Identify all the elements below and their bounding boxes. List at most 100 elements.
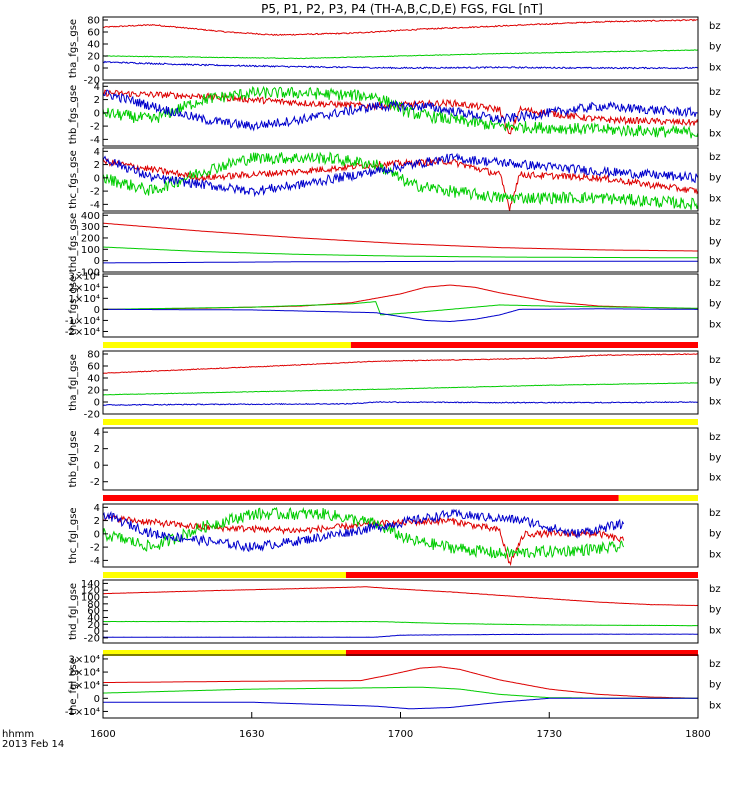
- status-bar-segment: [345, 572, 698, 578]
- y-axis-label: thb_fgl_gse: [68, 431, 79, 488]
- y-tick-label: 60: [87, 606, 100, 617]
- legend-bx: bx: [709, 319, 721, 330]
- panel-frame: [102, 16, 699, 81]
- y-tick-label: 2×10⁴: [69, 668, 100, 679]
- y-tick-label: 40: [87, 374, 100, 385]
- legend-bx: bx: [709, 193, 721, 204]
- figure-title: P5, P1, P2, P3, P4 (TH-A,B,C,D,E) FGS, F…: [261, 2, 543, 16]
- x-axis-row2-label: 2013 Feb 14: [2, 739, 64, 750]
- y-tick-label: 0: [94, 305, 100, 316]
- y-tick-label: 60: [87, 28, 100, 39]
- y-tick-label: 0: [94, 398, 100, 409]
- y-tick-label: 120: [81, 586, 100, 597]
- y-tick-label: 80: [87, 599, 100, 610]
- y-axis-label: thd_fgs_gse: [68, 213, 79, 272]
- legend-by: by: [709, 452, 721, 463]
- y-axis-label: thc_fgs_gse: [68, 150, 79, 209]
- legend-bz: bz: [709, 87, 721, 98]
- series-line-by: [103, 382, 698, 396]
- legend-bz: bz: [709, 508, 721, 519]
- y-tick-label: 300: [81, 222, 100, 233]
- y-tick-label: -2: [90, 543, 100, 554]
- y-tick-label: -2: [90, 122, 100, 133]
- y-tick-label: 0: [94, 461, 100, 472]
- legend-by: by: [709, 299, 721, 310]
- legend-by: by: [709, 680, 721, 691]
- legend-by: by: [709, 376, 721, 387]
- series-line-bz: [103, 157, 698, 211]
- y-tick-label: 0: [94, 173, 100, 184]
- status-bar-segment: [350, 342, 698, 348]
- status-bar-segment: [103, 650, 346, 656]
- y-tick-label: -2×10⁴: [65, 327, 100, 338]
- y-tick-label: -4: [90, 200, 100, 211]
- y-tick-label: 80: [87, 16, 100, 27]
- legend-bx: bx: [709, 396, 721, 407]
- status-bar-segment: [618, 495, 698, 501]
- y-axis-label: thd_fgl_gse: [68, 583, 79, 640]
- x-tick-label: 1800: [685, 729, 710, 740]
- legend-bz: bz: [709, 152, 721, 163]
- y-tick-label: -100: [77, 268, 100, 279]
- panel-frame: [102, 82, 699, 147]
- series-line-by: [103, 686, 698, 699]
- series-line-by: [103, 506, 625, 559]
- panel-thb_fgs_gse: 4 2 0 -2 -4 thb_fgs_gse bz by bx: [68, 82, 721, 147]
- status-bar-segment: [103, 495, 619, 501]
- y-tick-label: 0: [94, 627, 100, 638]
- series-line-bx: [103, 60, 698, 70]
- series-line-bz: [103, 666, 698, 699]
- y-tick-label: 4: [94, 503, 100, 514]
- series-line-bx: [103, 508, 625, 553]
- panel-frame: [102, 147, 699, 212]
- x-tick-label: 1630: [239, 729, 264, 740]
- y-tick-label: -1×10⁴: [65, 316, 100, 327]
- y-tick-label: 4: [94, 82, 100, 93]
- y-tick-label: 40: [87, 613, 100, 624]
- y-tick-label: -2: [90, 477, 100, 488]
- legend-by: by: [709, 529, 721, 540]
- x-tick-label: 1600: [90, 729, 115, 740]
- series-line-bz: [103, 18, 698, 36]
- y-axis-label: thc_fgl_gse: [68, 507, 79, 563]
- panel-thc_fgl_gse: 4 2 0 -2 -4 thc_fgl_gse bz by bx: [68, 503, 721, 578]
- y-tick-label: 20: [87, 386, 100, 397]
- legend-bx: bx: [709, 625, 721, 636]
- series-line-bz: [103, 222, 698, 252]
- series-line-bx: [103, 152, 698, 198]
- y-axis-label: thb_fgs_gse: [68, 85, 79, 144]
- y-axis-label: the_fgl_gse: [68, 658, 79, 715]
- y-tick-label: 0: [94, 64, 100, 75]
- series-line-by: [103, 301, 698, 316]
- panel-thc_fgs_gse: 4 2 0 -2 -4 thc_fgs_gse bz by bx: [68, 147, 721, 212]
- legend-bx: bx: [709, 700, 721, 711]
- legend-bz: bz: [709, 659, 721, 670]
- y-tick-label: 0: [94, 694, 100, 705]
- series-line-bx: [103, 633, 698, 638]
- y-axis-label: tha_fgs_gse: [68, 19, 79, 78]
- panel-frame: [102, 350, 699, 415]
- series-line-bx: [103, 401, 698, 406]
- series-line-by: [103, 49, 698, 60]
- y-tick-label: 20: [87, 620, 100, 631]
- series-line-by: [103, 151, 698, 210]
- y-tick-label: 4: [94, 428, 100, 439]
- y-tick-label: 4: [94, 147, 100, 158]
- y-tick-label: 3×10⁴: [69, 654, 100, 665]
- series-line-by: [103, 85, 698, 139]
- legend-by: by: [709, 42, 721, 53]
- y-tick-label: 20: [87, 52, 100, 63]
- series-line-bz: [103, 284, 698, 310]
- y-tick-label: 2: [94, 160, 100, 171]
- panel-frame: [102, 273, 699, 338]
- legend-bz: bz: [709, 217, 721, 228]
- legend-bz: bz: [709, 278, 721, 289]
- y-tick-label: -4: [90, 556, 100, 567]
- legend-bz: bz: [709, 584, 721, 595]
- x-tick-label: 1730: [537, 729, 562, 740]
- y-tick-label: -4: [90, 135, 100, 146]
- legend-bx: bx: [709, 62, 721, 73]
